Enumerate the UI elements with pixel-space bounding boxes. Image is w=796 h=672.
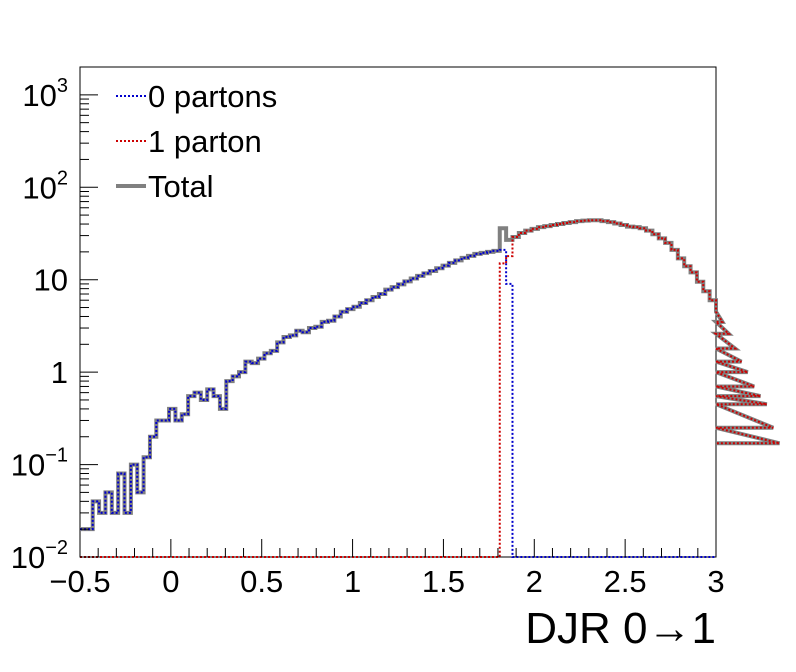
y-tick-labels: 10−2 10−1 1 10 102 103: [11, 75, 68, 575]
legend-label: 0 partons: [148, 79, 277, 114]
y-tick-label: 10−2: [11, 537, 68, 575]
y-tick-label: 103: [22, 75, 68, 113]
legend: 0 partons 1 parton Total: [116, 79, 277, 204]
y-tick-label: 10−1: [11, 445, 68, 483]
x-tick-label: 2.5: [604, 564, 647, 599]
x-axis-title: DJR 0→1: [525, 604, 716, 653]
x-tick-label: −0.5: [49, 564, 110, 599]
series-layer: [80, 218, 781, 558]
legend-label: 1 parton: [148, 124, 262, 159]
x-tick-label: 1: [344, 564, 361, 599]
x-tick-label: 0.5: [240, 564, 283, 599]
x-tick-label: 1.5: [422, 564, 465, 599]
legend-label: Total: [148, 169, 213, 204]
y-tick-label: 1: [51, 355, 68, 390]
x-tick-label: 0: [162, 564, 179, 599]
series-0-partons: [80, 248, 716, 558]
y-tick-label: 102: [22, 167, 68, 205]
y-tick-label: 10: [34, 263, 68, 298]
x-tick-labels: −0.5 0 0.5 1 1.5 2 2.5 3: [49, 564, 724, 599]
series-total: [80, 218, 781, 532]
series-1-parton: [80, 219, 780, 558]
ticks-layer: [79, 66, 717, 558]
x-tick-label: 2: [526, 564, 543, 599]
x-tick-label: 3: [707, 564, 724, 599]
